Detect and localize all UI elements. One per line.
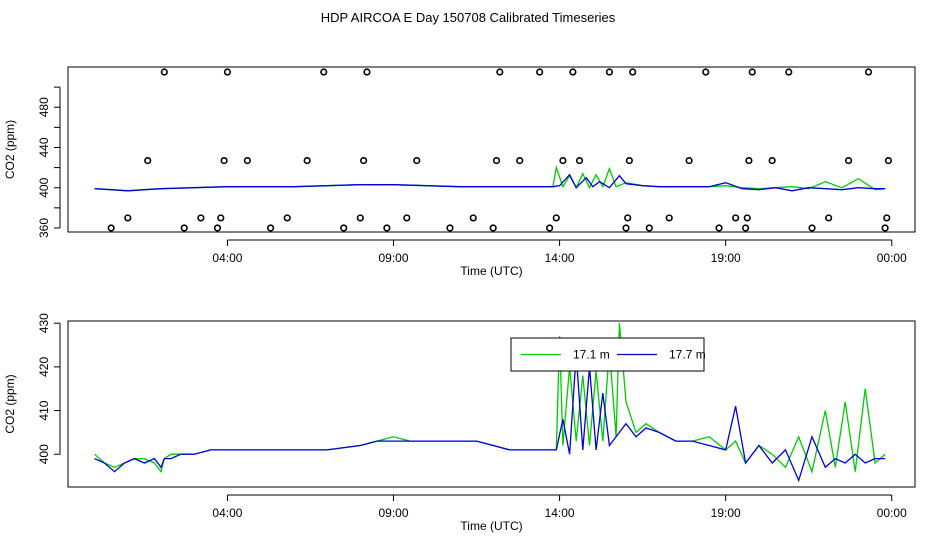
calibration-point [124,214,132,222]
calibration-point [360,156,368,165]
x-tick-label: 14:00 [545,251,575,265]
calibration-point [715,224,723,232]
calibration-point [768,156,776,165]
x-axis-label: Time (UTC) [460,264,522,278]
calibration-point [383,224,391,232]
calibration-point [489,224,497,232]
y-tick-label: 400 [37,177,51,197]
calibration-point [622,224,630,232]
calibration-point [283,214,291,222]
calibration-point [340,224,348,232]
x-tick-label: 19:00 [711,251,741,265]
legend-label-0: 17.1 m [573,348,610,362]
calibration-point [217,214,225,222]
y-tick-label: 440 [37,137,51,157]
calibration-point [243,156,251,165]
calibration-point [160,68,168,76]
calibration-point [844,156,853,165]
y-tick-label: 400 [37,444,51,464]
calibration-point [552,214,560,222]
calibration-point [748,68,756,76]
calibration-point [629,68,637,76]
calibration-point [883,214,891,222]
calibration-point [107,224,115,232]
calibration-point [745,156,753,165]
calibration-point [625,156,633,165]
x-tick-label: 09:00 [378,251,408,265]
calibration-point [180,224,188,232]
calibration-point [741,224,750,232]
calibration-point [881,224,889,232]
calibration-point [546,224,554,232]
calibration-point [864,68,873,76]
calibration-point [536,68,544,76]
calibration-point [223,68,232,76]
calibration-point [605,68,614,76]
calibration-point [785,68,793,76]
legend-label-1: 17.7 m [669,348,706,362]
calibration-point [496,68,504,76]
x-tick-label: 09:00 [378,506,408,520]
y-tick-label: 360 [37,218,51,238]
calibration-point [363,68,371,76]
calibration-point [665,214,673,222]
plot-frame [67,320,916,488]
calibration-point [446,224,454,232]
calibration-point [320,68,328,76]
y-tick-label: 410 [37,400,51,420]
calibration-point [825,214,833,222]
calibration-point [702,68,710,76]
y-tick-label: 480 [37,97,51,117]
x-tick-label: 04:00 [212,251,242,265]
calibration-point [469,214,477,222]
calibration-point [569,68,577,76]
calibration-point [516,156,524,165]
x-tick-label: 00:00 [877,506,907,520]
chart-title: HDP AIRCOA E Day 150708 Calibrated Times… [321,10,616,25]
calibration-point [267,224,275,232]
x-tick-label: 19:00 [711,506,741,520]
calibration-point [220,156,228,165]
series-line-1 [94,173,886,192]
series-line-1 [94,353,886,483]
calibration-point [732,214,740,222]
y-tick-label: 430 [37,313,51,333]
calibration-point [356,214,364,222]
calibration-point [559,156,567,165]
calibration-point [303,156,311,165]
y-axis-label: CO2 (ppm) [3,120,17,179]
y-tick-label: 420 [37,357,51,377]
calibration-point [685,156,693,165]
calibration-point [808,224,816,232]
calibration-point [884,156,893,165]
calibration-point [624,214,632,222]
x-tick-label: 00:00 [877,251,907,265]
x-tick-label: 04:00 [212,506,242,520]
calibration-point [743,214,751,222]
calibration-point [492,156,501,165]
calibration-point [645,224,653,232]
calibration-point [575,156,584,165]
calibration-point [197,214,205,222]
x-axis-label: Time (UTC) [460,519,522,533]
calibration-point [403,214,411,222]
bottom-panel-timeseries: 04:00 09:00 14:00 19:00 00:00 Time (UTC) 400 41… [3,313,916,533]
y-axis-label: CO2 (ppm) [3,374,17,433]
calibration-point [413,156,421,165]
calibration-point [144,156,152,165]
x-tick-label: 14:00 [545,506,575,520]
plot-frame [67,66,916,233]
calibration-point [213,224,222,232]
top-panel-timeseries: 04:00 09:00 14:00 19:00 00:00 Time (UTC) 360 40… [3,66,916,278]
